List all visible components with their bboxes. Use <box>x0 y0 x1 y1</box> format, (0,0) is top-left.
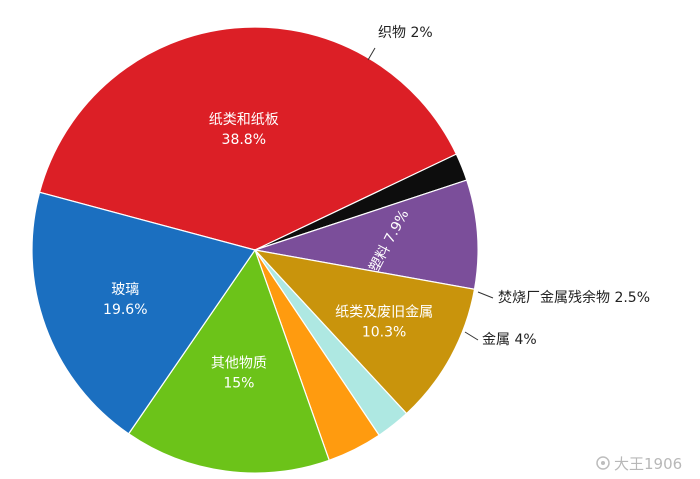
pie-slice-2 <box>254 179 479 290</box>
leader-line-5 <box>464 331 479 341</box>
slice-label-4: 焚烧厂金属残余物 2.5% <box>498 289 650 306</box>
slice-label-0: 纸类和纸板 38.8% <box>209 112 279 148</box>
leader-line-1 <box>367 47 376 61</box>
slice-value-6: 15% <box>223 376 254 392</box>
slice-label-5: 金属 4% <box>482 332 537 348</box>
slice-label-7: 玻璃 19.6% <box>103 281 147 318</box>
pie-slice-7 <box>31 191 256 435</box>
slice-value-7: 19.6% <box>103 302 147 318</box>
pie-slice-6 <box>127 248 330 474</box>
watermark-text: 大王1906 <box>614 455 682 473</box>
slice-label-6: 其他物质 15% <box>211 356 267 392</box>
slice-value-0: 38.8% <box>222 132 266 148</box>
leader-line-4 <box>477 291 494 299</box>
slice-name-6: 其他物质 <box>211 356 267 372</box>
slice-label-1: 织物 2% <box>378 25 433 41</box>
slice-label-3: 纸类及废旧金属 10.3% <box>335 305 433 341</box>
pie-slice-3 <box>253 249 476 415</box>
slice-name-7: 玻璃 <box>111 281 139 298</box>
slice-name-0: 纸类和纸板 <box>209 112 279 128</box>
watermark: 大王1906 <box>596 455 682 473</box>
pie-slice-0 <box>38 26 458 251</box>
slice-name-3: 纸类及废旧金属 <box>335 305 433 321</box>
slice-value-3: 10.3% <box>362 325 406 341</box>
